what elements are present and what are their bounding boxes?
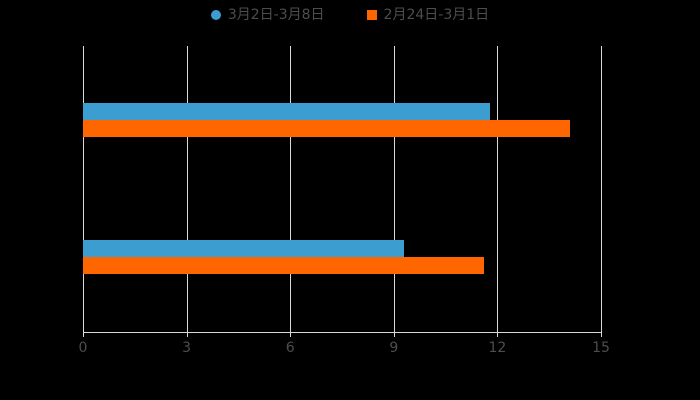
- tick-mark-x-3: [186, 332, 188, 337]
- x-tick-label-6: 6: [285, 340, 295, 356]
- bar-中国-series-2[interactable]: [83, 257, 484, 274]
- x-tick-label-3: 3: [182, 340, 192, 356]
- legend-marker-circle-icon: [210, 10, 221, 20]
- tick-mark-x-9: [393, 332, 395, 337]
- bar-中国-series-1[interactable]: [83, 240, 405, 257]
- x-tick-label-15: 15: [592, 340, 610, 356]
- tick-mark-x-0: [83, 332, 84, 337]
- gridline-x-9: [393, 46, 395, 332]
- bar-德国-series-1[interactable]: [83, 103, 491, 120]
- x-tick-label-0: 0: [78, 340, 88, 356]
- tick-mark-x-12: [497, 332, 499, 337]
- x-axis-line: [83, 332, 602, 333]
- gridline-x-3: [186, 46, 188, 332]
- chart-legend: 3月2日-3月8日 2月24日-3月1日: [0, 8, 700, 22]
- legend-marker-square-icon: [366, 10, 377, 20]
- tick-mark-x-15: [601, 332, 602, 337]
- x-tick-label-12: 12: [488, 340, 507, 356]
- legend-label-series-2: 2月24日-3月1日: [383, 7, 490, 23]
- x-tick-label-9: 9: [389, 340, 399, 356]
- legend-item-series-1[interactable]: 3月2日-3月8日: [210, 7, 325, 23]
- tick-mark-x-6: [290, 332, 292, 337]
- legend-item-series-2[interactable]: 2月24日-3月1日: [366, 7, 490, 23]
- gridline-x-15: [601, 46, 602, 332]
- gridline-x-12: [497, 46, 499, 332]
- bar-德国-series-2[interactable]: [83, 120, 570, 137]
- gridline-x-6: [290, 46, 292, 332]
- y-axis-line: [83, 46, 84, 332]
- legend-label-series-1: 3月2日-3月8日: [227, 7, 325, 23]
